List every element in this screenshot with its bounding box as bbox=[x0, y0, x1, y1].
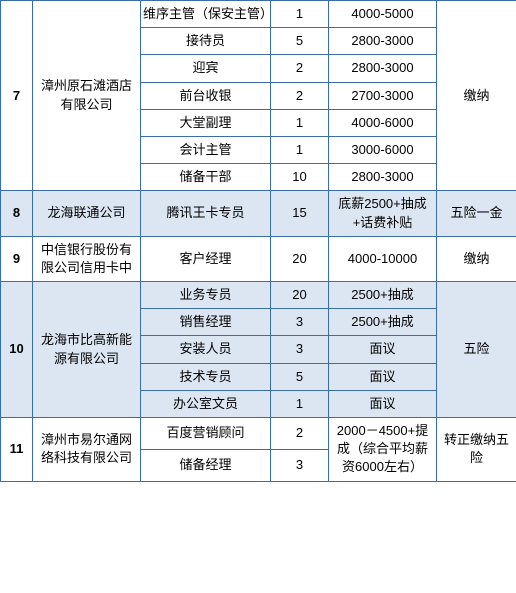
position-cell: 大堂副理 bbox=[141, 109, 271, 136]
position-cell: 销售经理 bbox=[141, 309, 271, 336]
position-cell: 技术专员 bbox=[141, 363, 271, 390]
salary-cell: 4000-6000 bbox=[329, 109, 437, 136]
company-cell: 漳州原石滩酒店有限公司 bbox=[33, 1, 141, 191]
benefit-cell: 五险 bbox=[437, 282, 516, 418]
count-cell: 10 bbox=[271, 164, 329, 191]
count-cell: 1 bbox=[271, 109, 329, 136]
row-index: 8 bbox=[1, 191, 33, 236]
salary-cell: 2800-3000 bbox=[329, 164, 437, 191]
count-cell: 2 bbox=[271, 418, 329, 450]
salary-cell: 2700-3000 bbox=[329, 82, 437, 109]
position-cell: 会计主管 bbox=[141, 136, 271, 163]
salary-cell: 底薪2500+抽成+话费补贴 bbox=[329, 191, 437, 236]
company-cell: 龙海联通公司 bbox=[33, 191, 141, 236]
table-row: 9中信银行股份有限公司信用卡中客户经理204000-10000缴纳 bbox=[1, 236, 516, 281]
count-cell: 5 bbox=[271, 28, 329, 55]
salary-cell: 2800-3000 bbox=[329, 55, 437, 82]
count-cell: 3 bbox=[271, 336, 329, 363]
position-cell: 腾讯王卡专员 bbox=[141, 191, 271, 236]
count-cell: 20 bbox=[271, 236, 329, 281]
table-row: 7漳州原石滩酒店有限公司维序主管（保安主管）14000-5000缴纳 bbox=[1, 1, 516, 28]
benefit-cell: 五险一金 bbox=[437, 191, 516, 236]
row-index: 7 bbox=[1, 1, 33, 191]
salary-cell: 2800-3000 bbox=[329, 28, 437, 55]
count-cell: 1 bbox=[271, 1, 329, 28]
benefit-cell: 缴纳 bbox=[437, 1, 516, 191]
table-row: 11漳州市易尔通网络科技有限公司百度营销顾问22000－4500+提成（综合平均… bbox=[1, 418, 516, 450]
benefit-cell: 转正缴纳五险 bbox=[437, 418, 516, 482]
position-cell: 业务专员 bbox=[141, 282, 271, 309]
count-cell: 2 bbox=[271, 82, 329, 109]
salary-cell: 2500+抽成 bbox=[329, 282, 437, 309]
company-cell: 中信银行股份有限公司信用卡中 bbox=[33, 236, 141, 281]
position-cell: 百度营销顾问 bbox=[141, 418, 271, 450]
count-cell: 2 bbox=[271, 55, 329, 82]
count-cell: 3 bbox=[271, 309, 329, 336]
position-cell: 接待员 bbox=[141, 28, 271, 55]
position-cell: 客户经理 bbox=[141, 236, 271, 281]
salary-cell: 2500+抽成 bbox=[329, 309, 437, 336]
count-cell: 3 bbox=[271, 449, 329, 481]
position-cell: 迎宾 bbox=[141, 55, 271, 82]
count-cell: 15 bbox=[271, 191, 329, 236]
salary-cell: 4000-5000 bbox=[329, 1, 437, 28]
salary-cell: 面议 bbox=[329, 336, 437, 363]
position-cell: 前台收银 bbox=[141, 82, 271, 109]
table-row: 8龙海联通公司腾讯王卡专员15底薪2500+抽成+话费补贴五险一金 bbox=[1, 191, 516, 236]
count-cell: 20 bbox=[271, 282, 329, 309]
salary-cell: 面议 bbox=[329, 390, 437, 417]
row-index: 9 bbox=[1, 236, 33, 281]
salary-cell: 面议 bbox=[329, 363, 437, 390]
position-cell: 维序主管（保安主管） bbox=[141, 1, 271, 28]
position-cell: 储备干部 bbox=[141, 164, 271, 191]
salary-cell: 3000-6000 bbox=[329, 136, 437, 163]
company-cell: 龙海市比高新能源有限公司 bbox=[33, 282, 141, 418]
position-cell: 办公室文员 bbox=[141, 390, 271, 417]
row-index: 11 bbox=[1, 418, 33, 482]
job-listing-table: 7漳州原石滩酒店有限公司维序主管（保安主管）14000-5000缴纳接待员528… bbox=[0, 0, 516, 482]
table-row: 10龙海市比高新能源有限公司业务专员202500+抽成五险 bbox=[1, 282, 516, 309]
count-cell: 1 bbox=[271, 136, 329, 163]
job-table-body: 7漳州原石滩酒店有限公司维序主管（保安主管）14000-5000缴纳接待员528… bbox=[1, 1, 516, 482]
position-cell: 安装人员 bbox=[141, 336, 271, 363]
benefit-cell: 缴纳 bbox=[437, 236, 516, 281]
count-cell: 1 bbox=[271, 390, 329, 417]
row-index: 10 bbox=[1, 282, 33, 418]
salary-cell: 4000-10000 bbox=[329, 236, 437, 281]
company-cell: 漳州市易尔通网络科技有限公司 bbox=[33, 418, 141, 482]
count-cell: 5 bbox=[271, 363, 329, 390]
position-cell: 储备经理 bbox=[141, 449, 271, 481]
salary-cell: 2000－4500+提成（综合平均薪资6000左右） bbox=[329, 418, 437, 482]
